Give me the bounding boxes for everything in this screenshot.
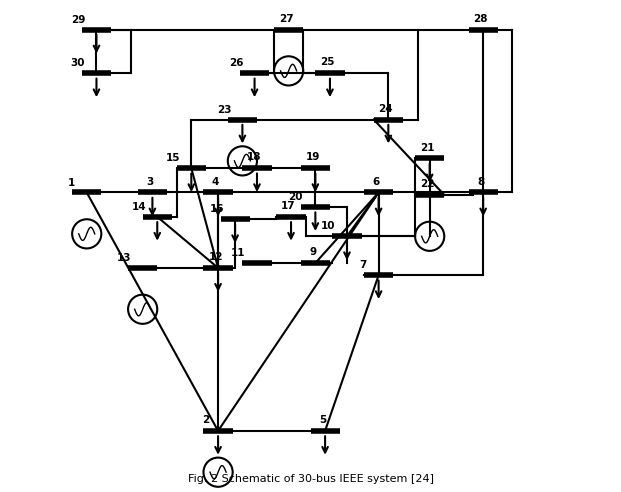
Text: 10: 10	[321, 221, 336, 231]
Text: 18: 18	[247, 153, 262, 162]
Text: 12: 12	[209, 252, 223, 262]
Text: 2: 2	[202, 415, 209, 425]
Text: 4: 4	[212, 177, 219, 186]
Text: 1: 1	[68, 178, 75, 187]
Text: 14: 14	[132, 202, 146, 212]
Text: 28: 28	[473, 14, 488, 24]
Text: 7: 7	[360, 260, 367, 270]
Text: 29: 29	[71, 15, 85, 25]
Text: 15: 15	[166, 154, 180, 163]
Text: 11: 11	[231, 248, 246, 258]
Text: 6: 6	[373, 177, 380, 186]
Text: 24: 24	[379, 104, 393, 114]
Text: 27: 27	[279, 14, 294, 24]
Text: 26: 26	[229, 59, 243, 68]
Text: 17: 17	[281, 201, 296, 211]
Text: 9: 9	[309, 247, 317, 257]
Text: 20: 20	[288, 192, 302, 202]
Text: 16: 16	[209, 204, 224, 215]
Text: 25: 25	[320, 58, 335, 67]
Text: 3: 3	[147, 177, 153, 186]
Text: 19: 19	[306, 153, 320, 162]
Text: Fig. 2 Schematic of 30-bus IEEE system [24]: Fig. 2 Schematic of 30-bus IEEE system […	[188, 474, 433, 484]
Text: 13: 13	[117, 253, 132, 263]
Text: 21: 21	[420, 143, 435, 153]
Text: 5: 5	[319, 415, 326, 425]
Text: 8: 8	[477, 177, 484, 186]
Text: 23: 23	[217, 105, 231, 115]
Text: 22: 22	[420, 179, 435, 189]
Text: 30: 30	[71, 59, 85, 68]
